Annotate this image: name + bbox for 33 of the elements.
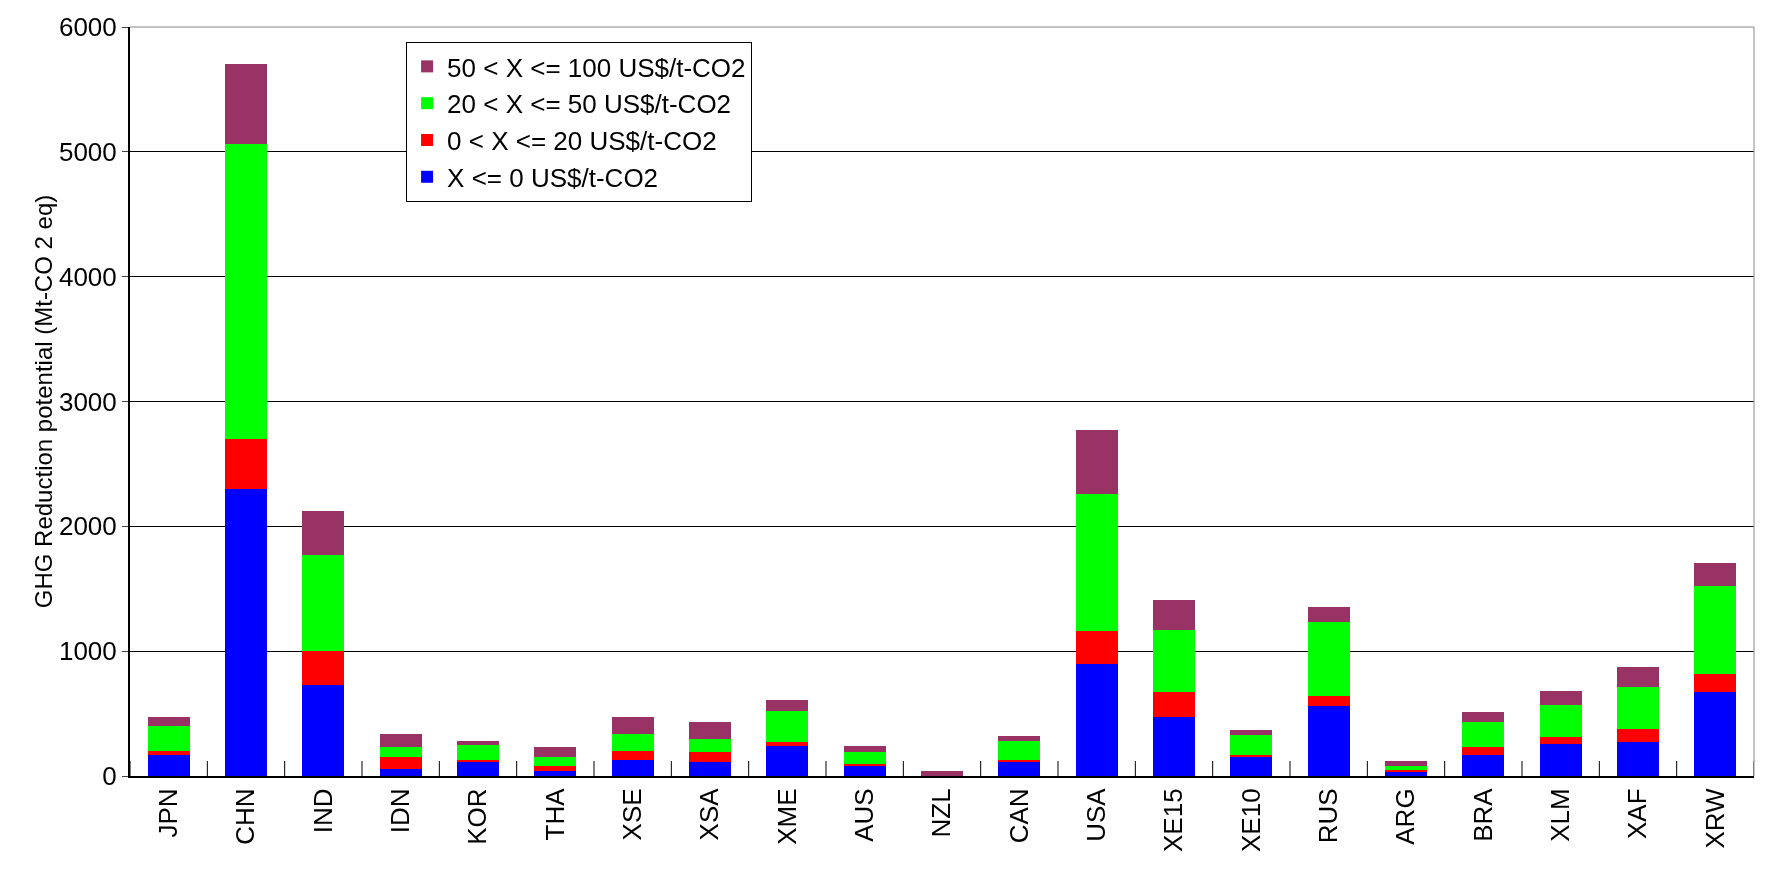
x-tick-label: XE10	[1235, 788, 1266, 853]
x-tick-label: JPN	[153, 788, 184, 838]
x-tick-label: XAF	[1622, 788, 1653, 839]
y-tick-label: 0	[102, 761, 117, 792]
x-tick-label: ARG	[1390, 788, 1421, 845]
x-tick-label: XME	[771, 788, 802, 845]
x-tick-label: XRW	[1699, 787, 1730, 849]
x-tick-label: IDN	[385, 788, 416, 834]
y-tick-label: 2000	[58, 511, 117, 542]
x-tick-label: NZL	[926, 788, 957, 838]
y-tick-label: 4000	[58, 261, 117, 292]
y-tick-label: 3000	[58, 386, 117, 417]
x-tick-label: XE15	[1158, 788, 1189, 853]
legend-label: 20 < X <= 50 US$/t-CO2	[447, 89, 732, 120]
x-tick-label: CAN	[1003, 788, 1034, 844]
x-tick-label: AUS	[849, 788, 880, 842]
x-tick-label: XSE	[617, 788, 648, 841]
x-tick-label: BRA	[1467, 787, 1498, 842]
x-tick-label: IND	[307, 788, 338, 834]
legend-label: X <= 0 US$/t-CO2	[447, 162, 659, 193]
y-tick-label: 5000	[58, 136, 117, 167]
y-tick-label: 6000	[58, 12, 117, 43]
y-tick-label: 1000	[58, 636, 117, 667]
x-tick-label: USA	[1081, 787, 1112, 842]
x-tick-label: RUS	[1313, 788, 1344, 844]
y-axis-title: GHG Reduction potential (Mt-CO 2 eq)	[29, 194, 57, 609]
x-tick-label: CHN	[230, 788, 261, 845]
x-tick-label: KOR	[462, 788, 493, 845]
legend-label: 0 < X <= 20 US$/t-CO2	[447, 126, 717, 157]
x-tick-label: XSA	[694, 787, 725, 841]
x-tick-label: XLM	[1545, 788, 1576, 842]
x-tick-label: THA	[539, 787, 570, 841]
legend-label: 50 < X <= 100 US$/t-CO2	[447, 52, 746, 83]
